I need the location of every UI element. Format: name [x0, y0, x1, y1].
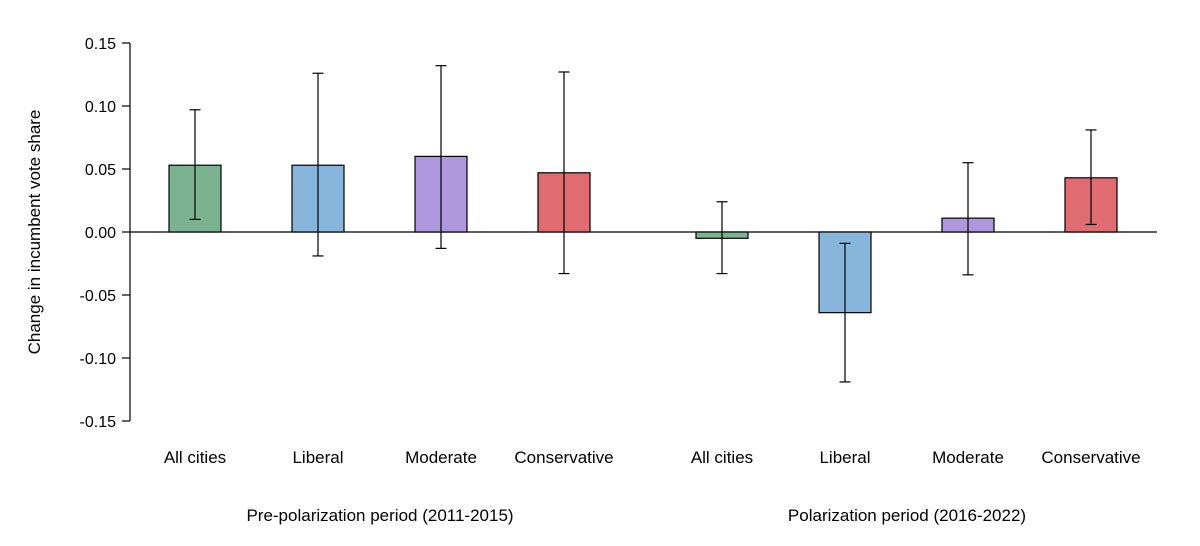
category-label: Liberal — [819, 448, 870, 467]
category-label: Moderate — [932, 448, 1004, 467]
category-label: Liberal — [292, 448, 343, 467]
category-label: All cities — [691, 448, 753, 467]
category-labels: All cities Liberal Moderate Conservative All… — [164, 448, 1141, 467]
category-label: Moderate — [405, 448, 477, 467]
y-tick-label: 0.00 — [85, 225, 116, 242]
y-tick-label: 0.10 — [85, 99, 116, 116]
y-tick-label: 0.05 — [85, 162, 116, 179]
y-axis-label: Change in incumbent vote share — [25, 110, 44, 355]
y-tick-label: -0.15 — [80, 414, 117, 431]
group-label: Pre-polarization period (2011-2015) — [246, 506, 513, 525]
y-tick-label: 0.15 — [85, 36, 116, 53]
bars-layer — [130, 65, 1157, 383]
category-label: All cities — [164, 448, 226, 467]
category-label: Conservative — [1041, 448, 1140, 467]
category-label: Conservative — [514, 448, 613, 467]
group-labels: Pre-polarization period (2011-2015) Polar… — [246, 506, 1026, 525]
group-label: Polarization period (2016-2022) — [788, 506, 1026, 525]
y-axis: 0.15 0.10 0.05 0.00 -0.05 -0.10 -0.15 — [80, 36, 131, 431]
y-tick-label: -0.10 — [80, 351, 117, 368]
y-tick-label: -0.05 — [80, 288, 117, 305]
